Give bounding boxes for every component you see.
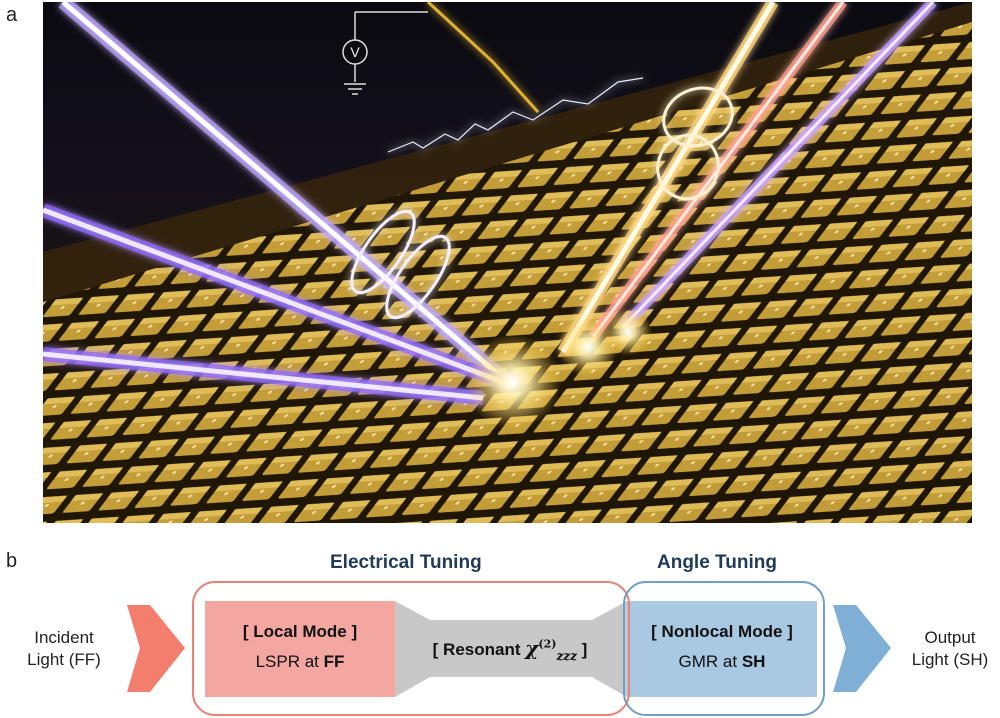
local-mode-title: [ Local Mode ] xyxy=(242,622,358,641)
focus-hotspot xyxy=(465,334,561,430)
resonant-prefix: [ Resonant xyxy=(432,640,526,659)
metasurface-illustration: V xyxy=(43,2,972,523)
probe-wire xyxy=(426,2,540,114)
nonlocal-mode-text: [ Nonlocal Mode ] GMR at SH xyxy=(627,622,817,672)
chi-letter: χ xyxy=(525,636,539,660)
local-mode-text: [ Local Mode ] LSPR at FF xyxy=(205,622,395,672)
incident-line2: Light (FF) xyxy=(27,650,101,669)
chi-superscript: (2) xyxy=(538,637,557,651)
nonlocal-mode-title: [ Nonlocal Mode ] xyxy=(651,622,793,641)
output-line1: Output xyxy=(924,628,976,647)
panel-label-a: a xyxy=(6,4,18,26)
voltmeter-label: V xyxy=(350,44,360,60)
chi-symbol: χ(2)zzz xyxy=(525,636,577,663)
nonlocal-mode-sub-prefix: GMR at xyxy=(678,652,742,671)
output-line2: Light (SH) xyxy=(911,650,989,669)
local-mode-sub: LSPR at FF xyxy=(205,652,395,672)
local-mode-box xyxy=(205,601,395,697)
output-light-label: Output Light (SH) xyxy=(900,627,1000,671)
nonlocal-mode-sub-bold: SH xyxy=(741,652,766,671)
voltmeter-icon xyxy=(342,11,428,82)
resonant-suffix: ] xyxy=(576,640,588,659)
local-mode-sub-bold: FF xyxy=(323,652,345,671)
focus-hotspot-2 xyxy=(558,317,618,377)
electrical-tuning-heading: Electrical Tuning xyxy=(330,552,482,573)
polarization-loop-output xyxy=(656,86,734,201)
incident-line1: Incident xyxy=(34,628,94,647)
nonlocal-mode-sub: GMR at SH xyxy=(627,652,817,672)
tuning-flow-diagram xyxy=(127,581,891,716)
chi-subscript: zzz xyxy=(556,649,577,663)
polarization-loop xyxy=(350,209,451,320)
incident-light-label: Incident Light (FF) xyxy=(14,627,114,671)
electrical-tuning-outline xyxy=(192,581,630,716)
local-mode-sub-prefix: LSPR at xyxy=(255,652,324,671)
electric-spark xyxy=(387,77,644,153)
incident-arrow xyxy=(127,605,185,692)
laser-beam-incident xyxy=(43,2,518,405)
resonant-connector xyxy=(395,601,627,697)
ground-icon xyxy=(344,83,366,95)
nonlocal-mode-box xyxy=(627,601,817,697)
output-arrow xyxy=(833,605,891,692)
panel-label-b: b xyxy=(6,550,18,572)
angle-tuning-outline xyxy=(623,581,825,716)
resonant-chi-label: [ Resonant χ(2)zzz ] xyxy=(395,636,625,663)
angle-tuning-heading: Angle Tuning xyxy=(657,552,777,573)
focus-hotspot-3 xyxy=(604,308,652,356)
